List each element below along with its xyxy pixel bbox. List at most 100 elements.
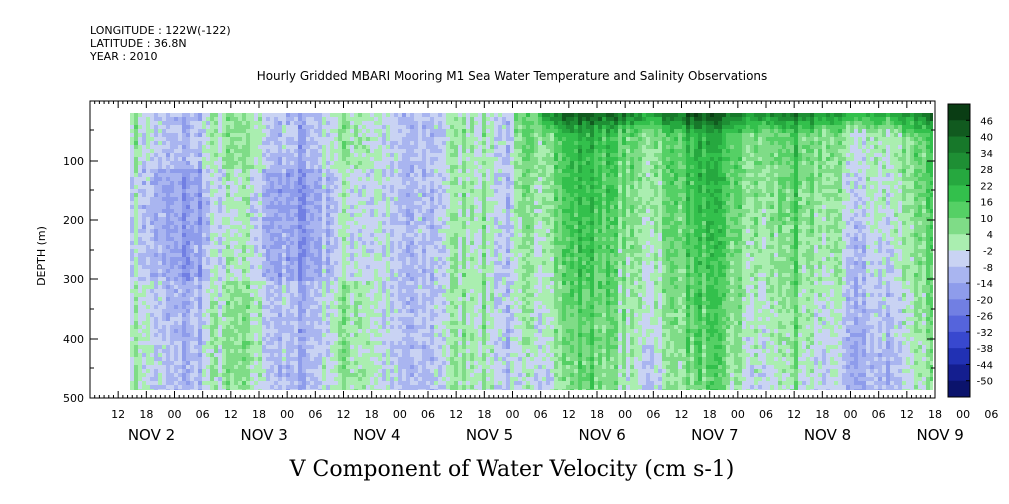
heatmap-cell <box>378 113 383 118</box>
heatmap-cell <box>306 249 311 254</box>
heatmap-cell <box>298 333 303 338</box>
heatmap-cell <box>134 257 139 262</box>
heatmap-cell <box>326 133 331 138</box>
heatmap-cell <box>198 341 203 346</box>
heatmap-cell <box>166 289 171 294</box>
heatmap-cell <box>154 145 159 150</box>
heatmap-cell <box>282 317 287 322</box>
heatmap-cell <box>254 329 259 334</box>
heatmap-cell <box>414 137 419 142</box>
heatmap-cell <box>234 181 239 186</box>
heatmap-cell <box>326 313 331 318</box>
heatmap-cell <box>146 269 151 274</box>
heatmap-cell <box>250 161 255 166</box>
heatmap-cell <box>146 309 151 314</box>
heatmap-cell <box>278 349 283 354</box>
heatmap-cell <box>258 377 263 382</box>
heatmap-cell <box>322 349 327 354</box>
heatmap-cell <box>362 281 367 286</box>
heatmap-cell <box>230 197 235 202</box>
heatmap-cell <box>342 293 347 298</box>
heatmap-cell <box>318 205 323 210</box>
heatmap-cell <box>346 369 351 374</box>
heatmap-cell <box>274 261 279 266</box>
heatmap-cell <box>334 281 339 286</box>
heatmap-cell <box>358 205 363 210</box>
heatmap-cell <box>222 357 227 362</box>
heatmap-cell <box>370 133 375 138</box>
heatmap-cell <box>182 145 187 150</box>
heatmap-cell <box>278 213 283 218</box>
heatmap-cell <box>218 301 223 306</box>
heatmap-cell <box>238 337 243 342</box>
heatmap-cell <box>266 233 271 238</box>
heatmap-cell <box>346 357 351 362</box>
heatmap-cell <box>222 273 227 278</box>
heatmap-cell <box>338 257 343 262</box>
heatmap-cell <box>410 341 415 346</box>
heatmap-cell <box>262 365 267 370</box>
heatmap-cell <box>150 217 155 222</box>
heatmap-cell <box>210 353 215 358</box>
heatmap-cell <box>166 389 171 390</box>
heatmap-cell <box>182 269 187 274</box>
heatmap-cell <box>174 349 179 354</box>
heatmap-cell <box>342 333 347 338</box>
heatmap-cell <box>138 149 143 154</box>
heatmap-cell <box>194 129 199 134</box>
heatmap-cell <box>202 149 207 154</box>
heatmap-cell <box>390 317 395 322</box>
heatmap-cell <box>138 221 143 226</box>
heatmap-cell <box>362 145 367 150</box>
heatmap-cell <box>198 357 203 362</box>
heatmap-cell <box>206 385 211 390</box>
heatmap-cell <box>306 329 311 334</box>
heatmap-cell <box>218 169 223 174</box>
heatmap-cell <box>138 177 143 182</box>
heatmap-cell <box>362 345 367 350</box>
heatmap-cell <box>374 237 379 242</box>
heatmap-cell <box>362 249 367 254</box>
heatmap-cell <box>326 269 331 274</box>
heatmap-cell <box>170 269 175 274</box>
heatmap-cell <box>246 129 251 134</box>
heatmap-cell <box>378 169 383 174</box>
heatmap-cell <box>322 385 327 390</box>
heatmap-cell <box>166 213 171 218</box>
heatmap-cell <box>182 209 187 214</box>
heatmap-cell <box>346 257 351 262</box>
heatmap-cell <box>234 225 239 230</box>
heatmap-cell <box>414 181 419 186</box>
heatmap-cell <box>354 257 359 262</box>
heatmap-cell <box>210 381 215 386</box>
heatmap-cell <box>154 133 159 138</box>
heatmap-cell <box>154 345 159 350</box>
heatmap-cell <box>190 261 195 266</box>
heatmap-cell <box>194 317 199 322</box>
heatmap-cell <box>282 117 287 122</box>
heatmap-cell <box>202 169 207 174</box>
heatmap-cell <box>286 181 291 186</box>
heatmap-cell <box>290 373 295 378</box>
heatmap-cell <box>174 245 179 250</box>
heatmap-cell <box>166 381 171 386</box>
heatmap-cell <box>358 237 363 242</box>
heatmap-cell <box>386 125 391 130</box>
heatmap-cell <box>258 137 263 142</box>
heatmap-cell <box>338 117 343 122</box>
heatmap-cell <box>346 377 351 382</box>
heatmap-cell <box>402 249 407 254</box>
heatmap-cell <box>326 253 331 258</box>
heatmap-cell <box>358 281 363 286</box>
heatmap-cell <box>362 201 367 206</box>
heatmap-cell <box>150 337 155 342</box>
heatmap-cell <box>202 389 207 390</box>
heatmap-cell <box>326 261 331 266</box>
heatmap-cell <box>338 357 343 362</box>
heatmap-cell <box>302 233 307 238</box>
heatmap-cell <box>294 177 299 182</box>
heatmap-cell <box>310 125 315 130</box>
heatmap-cell <box>394 233 399 238</box>
heatmap-cell <box>338 285 343 290</box>
heatmap-cell <box>262 197 267 202</box>
